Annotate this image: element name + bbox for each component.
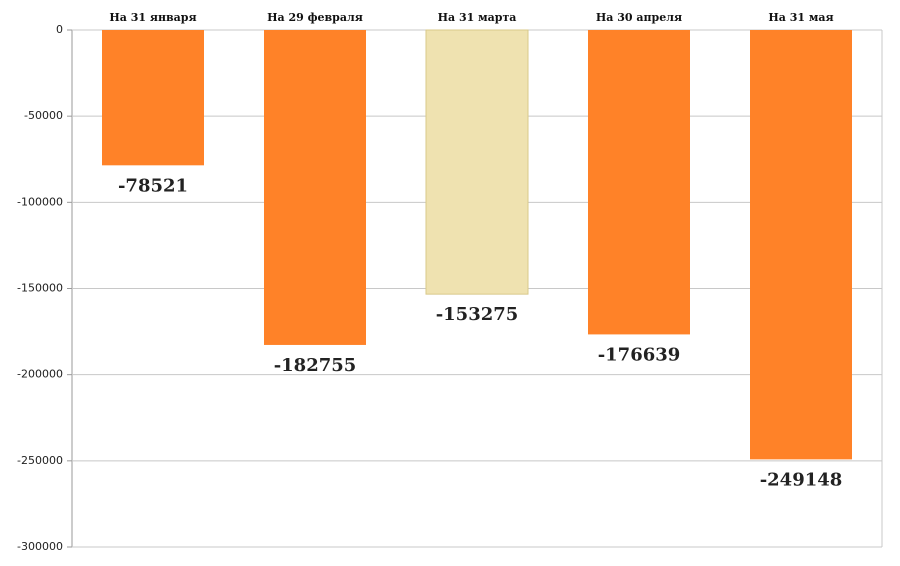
bar bbox=[102, 30, 204, 166]
x-tick-label: На 31 мая bbox=[768, 11, 833, 24]
x-tick-label: На 30 апреля bbox=[596, 11, 682, 24]
x-tick-label: На 29 февраля bbox=[267, 11, 363, 24]
y-tick-label: 0 bbox=[56, 23, 63, 36]
x-tick-label: На 31 марта bbox=[438, 11, 517, 24]
y-tick-label: -200000 bbox=[17, 368, 63, 381]
y-tick-label: -300000 bbox=[17, 540, 63, 553]
x-tick-label: На 31 января bbox=[109, 11, 196, 24]
bar bbox=[750, 30, 852, 460]
bar bbox=[425, 29, 529, 295]
y-tick-label: -250000 bbox=[17, 454, 63, 467]
data-label: -249148 bbox=[760, 469, 843, 490]
data-label: -182755 bbox=[274, 355, 357, 376]
y-tick-label: -100000 bbox=[17, 195, 63, 208]
data-label: -78521 bbox=[118, 175, 188, 196]
data-label: -176639 bbox=[598, 344, 681, 365]
y-tick-label: -150000 bbox=[17, 282, 63, 295]
data-label: -153275 bbox=[436, 304, 519, 325]
bar bbox=[264, 30, 366, 345]
y-tick-label: -50000 bbox=[24, 109, 63, 122]
bar bbox=[588, 30, 690, 335]
